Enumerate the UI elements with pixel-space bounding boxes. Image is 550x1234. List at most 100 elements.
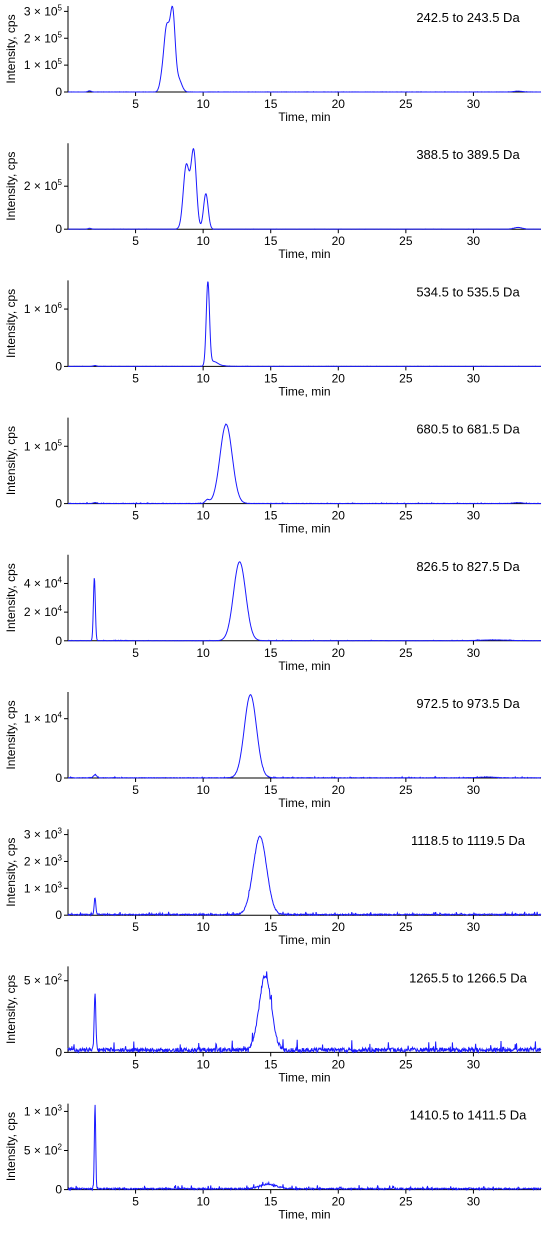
y-tick-label: 3 × 105: [24, 3, 63, 18]
x-tick-label: 20: [332, 234, 346, 248]
y-axis-title: Intensity, cps: [4, 14, 18, 83]
y-axis-title: Intensity, cps: [4, 426, 18, 495]
x-tick-label: 30: [467, 1195, 481, 1209]
chromatogram-trace: [67, 423, 542, 505]
chromatogram-panel: 5 10 15 20 25 30 0 1 × 104 Time, min Intensity, c…: [4, 692, 542, 810]
chromatogram-trace: [68, 5, 542, 93]
chromatogram-panel: 5 10 15 20 25 30 0 2 × 105 Time, min Intensity, c…: [4, 143, 542, 261]
y-tick-label: 0: [55, 771, 62, 785]
mass-range-label: 680.5 to 681.5 Da: [416, 422, 520, 437]
x-tick-label: 25: [399, 1057, 413, 1071]
x-tick-label: 30: [467, 920, 481, 934]
x-axis-title: Time, min: [278, 796, 330, 810]
chromatogram-panel: 5 10 15 20 25 30 0 1 × 106 Time, min Intensity, c…: [4, 280, 542, 398]
x-axis-title: Time, min: [278, 1070, 330, 1084]
y-tick-label: 0: [55, 359, 62, 373]
x-tick-label: 10: [196, 509, 210, 523]
x-tick-label: 25: [399, 783, 413, 797]
x-tick-label: 15: [264, 97, 278, 111]
x-tick-label: 10: [196, 920, 210, 934]
x-tick-label: 15: [264, 920, 278, 934]
y-tick-label: 3 × 103: [24, 827, 63, 842]
x-tick-label: 15: [264, 783, 278, 797]
chromatogram-panel: 5 10 15 20 25 30 0 2 × 104 4 × 104 Time, min Inten…: [4, 554, 542, 673]
chromatogram-trace: [67, 694, 542, 779]
x-tick-label: 10: [196, 371, 210, 385]
x-tick-label: 30: [467, 509, 481, 523]
x-axis-title: Time, min: [278, 659, 330, 673]
x-tick-label: 10: [196, 234, 210, 248]
x-tick-label: 20: [332, 646, 346, 660]
y-tick-label: 4 × 104: [24, 575, 63, 590]
y-tick-label: 0: [55, 222, 62, 236]
x-tick-label: 25: [399, 920, 413, 934]
x-tick-label: 10: [196, 97, 210, 111]
x-tick-label: 10: [196, 1057, 210, 1071]
x-tick-label: 15: [264, 1057, 278, 1071]
x-tick-label: 30: [467, 1057, 481, 1071]
y-axis-title: Intensity, cps: [4, 289, 18, 358]
x-tick-label: 25: [399, 234, 413, 248]
x-tick-label: 20: [332, 920, 346, 934]
y-tick-label: 0: [55, 908, 62, 922]
y-tick-label: 1 × 104: [24, 711, 63, 726]
mass-range-label: 1118.5 to 1119.5 Da: [411, 833, 526, 848]
y-axis-title: Intensity, cps: [4, 1112, 18, 1181]
y-tick-label: 1 × 103: [24, 880, 63, 895]
y-tick-label: 5 × 102: [24, 973, 63, 988]
x-tick-label: 10: [196, 646, 210, 660]
chromatogram-trace: [67, 835, 542, 917]
y-tick-label: 1 × 105: [24, 57, 63, 72]
chromatogram-trace: [67, 281, 542, 367]
x-tick-label: 20: [332, 783, 346, 797]
x-tick-label: 25: [399, 97, 413, 111]
x-axis-title: Time, min: [278, 1208, 330, 1222]
y-tick-label: 1 × 103: [24, 1103, 63, 1118]
x-tick-label: 5: [132, 646, 139, 660]
y-axis-title: Intensity, cps: [4, 152, 18, 221]
x-tick-label: 30: [467, 646, 481, 660]
x-tick-label: 30: [467, 234, 481, 248]
y-axis-title: Intensity, cps: [4, 700, 18, 769]
x-tick-label: 5: [132, 920, 139, 934]
chromatogram-panel: 5 10 15 20 25 30 0 5 × 102 1 × 103 Time, min Inten…: [4, 1103, 542, 1222]
y-tick-label: 0: [55, 497, 62, 511]
y-tick-label: 0: [55, 85, 62, 99]
x-axis-title: Time, min: [278, 110, 330, 124]
y-axis-title: Intensity, cps: [4, 975, 18, 1044]
x-tick-label: 5: [132, 371, 139, 385]
x-tick-label: 25: [399, 646, 413, 660]
chromatogram-panel: 5 10 15 20 25 30 0 1 × 103 2 × 103 3 × 103 Time, m…: [4, 827, 542, 947]
x-tick-label: 10: [196, 1195, 210, 1209]
x-tick-label: 5: [132, 97, 139, 111]
y-axis-title: Intensity, cps: [4, 838, 18, 907]
chromatogram-trace: [67, 1104, 542, 1192]
x-tick-label: 30: [467, 97, 481, 111]
chromatogram-panel: 5 10 15 20 25 30 0 1 × 105 2 × 105 3 × 105 Time, m…: [4, 3, 542, 124]
mass-range-label: 1265.5 to 1266.5 Da: [409, 970, 528, 985]
x-tick-label: 15: [264, 509, 278, 523]
x-tick-label: 5: [132, 783, 139, 797]
chromatogram-panel: 5 10 15 20 25 30 0 5 × 102 Time, min Intensity, c…: [4, 966, 542, 1084]
x-axis-title: Time, min: [278, 247, 330, 261]
x-tick-label: 5: [132, 1195, 139, 1209]
mass-range-label: 972.5 to 973.5 Da: [416, 696, 520, 711]
x-axis-title: Time, min: [278, 522, 330, 536]
y-axis-title: Intensity, cps: [4, 563, 18, 632]
y-tick-label: 5 × 102: [24, 1143, 63, 1158]
x-tick-label: 30: [467, 783, 481, 797]
y-tick-label: 2 × 103: [24, 853, 63, 868]
mass-range-label: 534.5 to 535.5 Da: [416, 284, 520, 299]
y-tick-label: 0: [55, 634, 62, 648]
x-tick-label: 5: [132, 509, 139, 523]
y-tick-label: 1 × 105: [24, 438, 63, 453]
x-tick-label: 15: [264, 1195, 278, 1209]
x-axis-title: Time, min: [278, 384, 330, 398]
x-tick-label: 30: [467, 371, 481, 385]
x-tick-label: 20: [332, 1057, 346, 1071]
x-tick-label: 5: [132, 1057, 139, 1071]
x-axis-title: Time, min: [278, 933, 330, 947]
x-tick-label: 15: [264, 646, 278, 660]
mass-range-label: 1410.5 to 1411.5 Da: [410, 1108, 528, 1123]
